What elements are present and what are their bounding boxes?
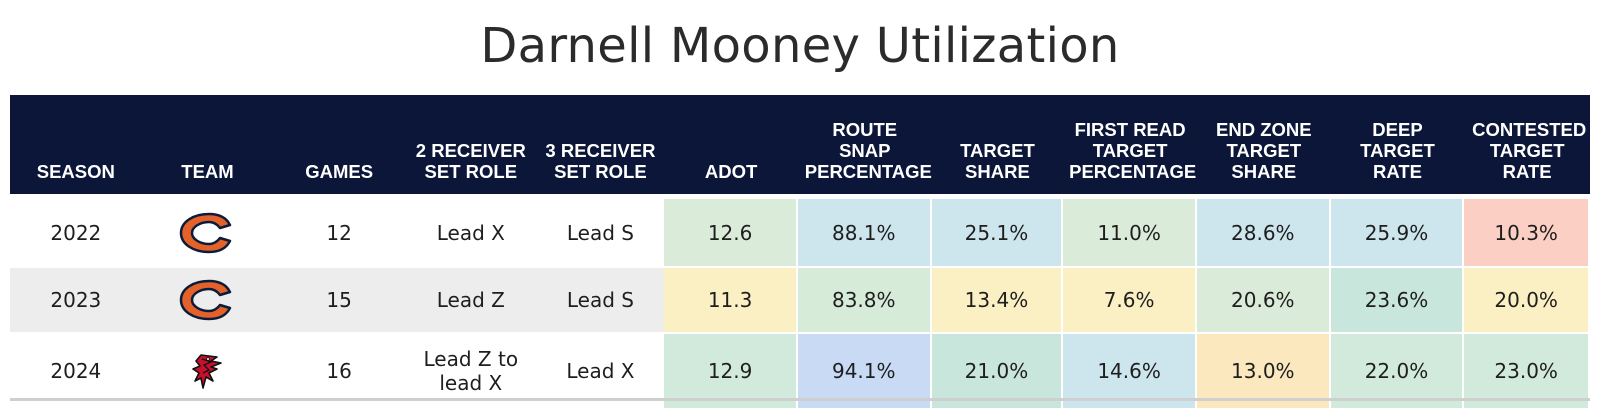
role-3wr-cell: Lead X <box>536 334 665 410</box>
role-2wr-cell: Lead Z to lead X <box>404 334 537 410</box>
header-row: SEASON TEAM GAMES 2 RECEIVER SET ROLE 3 … <box>10 95 1590 194</box>
season-cell: 2023 <box>10 268 142 334</box>
chart-title: Darnell Mooney Utilization <box>480 18 1120 74</box>
deep-target-rate-cell: 23.6% <box>1330 268 1465 334</box>
col-header-3wr-role: 3 RECEIVER SET ROLE <box>536 95 665 194</box>
season-cell: 2022 <box>10 194 142 268</box>
end-zone-share-cell: 13.0% <box>1196 334 1331 410</box>
col-header-2wr-role: 2 RECEIVER SET ROLE <box>404 95 537 194</box>
route-snap-pct-cell: 94.1% <box>797 334 932 410</box>
end-zone-share-cell: 28.6% <box>1196 194 1331 268</box>
adot-cell: 12.6 <box>664 194 798 268</box>
table-row: 2023 15 Lead Z Lead S 11.3 83.8% 13.4% 7… <box>10 268 1590 334</box>
col-header-end-zone-share: END ZONE TARGET SHARE <box>1196 95 1331 194</box>
adot-cell: 11.3 <box>664 268 798 334</box>
col-header-games: GAMES <box>273 95 405 194</box>
col-header-target-share: TARGET SHARE <box>931 95 1064 194</box>
col-header-first-read-pct: FIRST READ TARGET PERCENTAGE <box>1063 95 1197 194</box>
target-share-cell: 25.1% <box>931 194 1064 268</box>
team-cell <box>141 268 274 334</box>
chicago-bears-c-logo-icon <box>180 279 232 321</box>
role-3wr-cell: Lead S <box>536 194 665 268</box>
games-cell: 12 <box>273 194 405 268</box>
games-cell: 15 <box>273 268 405 334</box>
col-header-contested-target-rate: CONTESTED TARGET RATE <box>1464 95 1590 194</box>
chicago-bears-c-logo-icon <box>180 212 232 253</box>
col-header-season: SEASON <box>10 95 142 194</box>
contested-target-rate-cell: 20.0% <box>1464 268 1590 334</box>
contested-target-rate-cell: 23.0% <box>1464 334 1590 410</box>
route-snap-pct-cell: 83.8% <box>797 268 932 334</box>
games-cell: 16 <box>273 334 405 410</box>
role-2wr-cell: Lead X <box>404 194 537 268</box>
atlanta-falcons-logo-icon <box>192 354 223 389</box>
col-header-adot: ADOT <box>664 95 798 194</box>
first-read-pct-cell: 7.6% <box>1063 268 1197 334</box>
end-zone-share-cell: 20.6% <box>1196 268 1331 334</box>
table-row: 2022 12 Lead X Lead S 12.6 88.1% 25.1% 1… <box>10 194 1590 268</box>
team-cell <box>141 194 274 268</box>
col-header-team: TEAM <box>141 95 274 194</box>
table-bottom-rule <box>10 398 1590 401</box>
team-cell <box>141 334 274 410</box>
target-share-cell: 21.0% <box>931 334 1064 410</box>
first-read-pct-cell: 11.0% <box>1063 194 1197 268</box>
target-share-cell: 13.4% <box>931 268 1064 334</box>
role-3wr-cell: Lead S <box>536 268 665 334</box>
utilization-table: SEASON TEAM GAMES 2 RECEIVER SET ROLE 3 … <box>10 95 1590 410</box>
route-snap-pct-cell: 88.1% <box>797 194 932 268</box>
col-header-deep-target-rate: DEEP TARGET RATE <box>1330 95 1465 194</box>
col-header-route-snap-pct: ROUTE SNAP PERCENTAGE <box>797 95 932 194</box>
role-2wr-cell: Lead Z <box>404 268 537 334</box>
season-cell: 2024 <box>10 334 142 410</box>
deep-target-rate-cell: 25.9% <box>1330 194 1465 268</box>
contested-target-rate-cell: 10.3% <box>1464 194 1590 268</box>
